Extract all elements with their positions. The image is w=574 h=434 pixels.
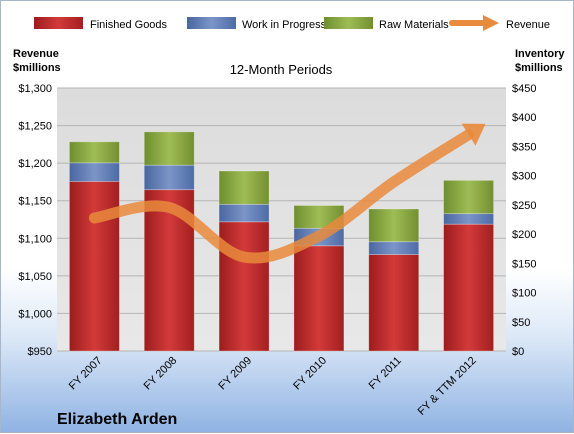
left-tick-label: $1,000: [18, 308, 52, 320]
bar-raw-materials: [219, 171, 269, 204]
right-tick-label: $400: [512, 112, 536, 124]
right-tick-label: $150: [512, 258, 536, 270]
x-tick-label: FY 2011: [367, 355, 404, 392]
left-tick-label: $1,150: [18, 196, 52, 208]
legend-label-finished-goods: Finished Goods: [90, 19, 168, 31]
company-name: Elizabeth Arden: [57, 411, 177, 428]
right-tick-label: $0: [512, 346, 524, 358]
legend: Finished Goods Work in Progress Raw Mate…: [34, 15, 550, 31]
bar-finished-goods: [69, 182, 119, 351]
bar-work-in-progress: [69, 163, 119, 182]
bar-work-in-progress: [144, 165, 194, 190]
right-tick-label: $450: [512, 83, 536, 95]
bar-raw-materials: [444, 180, 494, 213]
x-tick-label: FY & TTM 2012: [416, 355, 479, 418]
bar-finished-goods: [369, 255, 419, 351]
right-axis-title-line2: $millions: [515, 62, 563, 74]
bar-finished-goods: [444, 224, 494, 351]
left-tick-label: $1,250: [18, 121, 52, 133]
left-axis-ticks: $950 $1,000 $1,050 $1,100 $1,150 $1,200 $1,250…: [18, 83, 52, 358]
right-tick-label: $50: [512, 317, 530, 329]
right-axis-title-line1: Inventory: [515, 48, 565, 60]
legend-swatch-finished-goods: [34, 17, 83, 29]
right-tick-label: $250: [512, 200, 536, 212]
right-tick-label: $200: [512, 229, 536, 241]
left-axis-title-line1: Revenue: [13, 48, 59, 60]
x-tick-label: FY 2009: [216, 355, 254, 393]
right-tick-label: $300: [512, 171, 536, 183]
left-tick-label: $950: [28, 346, 52, 358]
bar-finished-goods: [294, 246, 344, 351]
legend-swatch-raw-materials: [324, 17, 373, 29]
bar-raw-materials: [69, 142, 119, 163]
left-tick-label: $1,100: [18, 233, 52, 245]
x-tick-label: FY 2008: [142, 355, 180, 393]
bar-raw-materials: [144, 132, 194, 165]
left-tick-label: $1,200: [18, 158, 52, 170]
legend-label-raw-materials: Raw Materials: [379, 19, 449, 31]
right-tick-label: $350: [512, 141, 536, 153]
left-axis-title-line2: $millions: [13, 62, 61, 74]
chart-title: 12-Month Periods: [230, 62, 333, 77]
bar-work-in-progress: [444, 214, 494, 225]
legend-swatch-work-in-progress: [187, 17, 236, 29]
bar-finished-goods: [219, 222, 269, 351]
legend-arrow-revenue: [483, 15, 499, 31]
x-axis-ticks: FY 2007 FY 2008 FY 2009 FY 2010 FY 2011 FY & …: [67, 355, 479, 418]
right-axis-ticks: $0 $50 $100 $150 $200 $250 $300 $350 $400 $450: [512, 83, 536, 358]
bar-raw-materials: [369, 209, 419, 242]
x-tick-label: FY 2007: [67, 355, 105, 393]
left-tick-label: $1,300: [18, 83, 52, 95]
plot-area: [57, 88, 506, 351]
legend-label-work-in-progress: Work in Progress: [242, 19, 327, 31]
bar-work-in-progress: [219, 204, 269, 222]
right-tick-label: $100: [512, 288, 536, 300]
bar-work-in-progress: [369, 242, 419, 255]
x-tick-label: FY 2010: [291, 355, 329, 393]
legend-label-revenue: Revenue: [506, 19, 550, 31]
left-tick-label: $1,050: [18, 271, 52, 283]
